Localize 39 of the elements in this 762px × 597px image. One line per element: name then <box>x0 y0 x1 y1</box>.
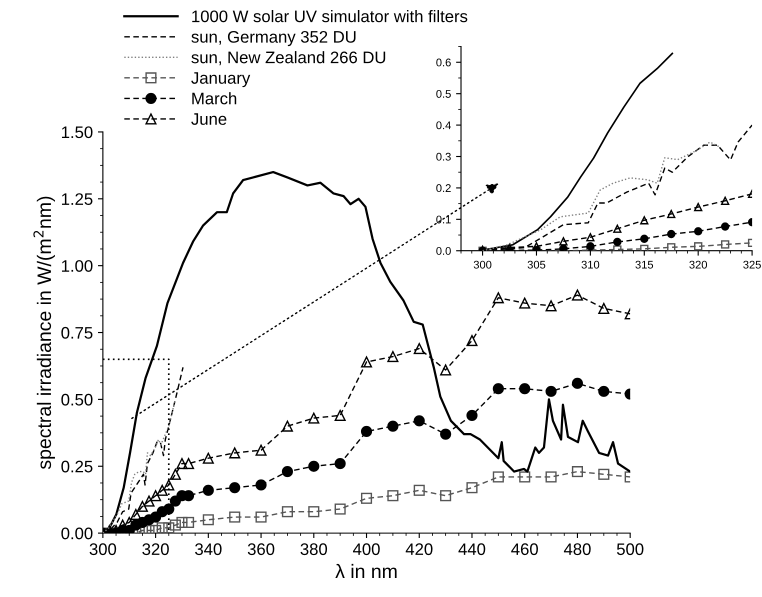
y-tick-label: 0.3 <box>436 152 451 161</box>
y-tick-label: 0.1 <box>436 216 451 224</box>
x-tick-label: 360 <box>248 543 274 556</box>
x-tick-label: 460 <box>511 543 538 556</box>
x-tick-label: 300 <box>90 543 116 556</box>
legend-label: 1000 W solar UV simulator with filters <box>192 10 468 22</box>
y-tick-label: 0.4 <box>436 121 451 130</box>
y-tick-label: 1.25 <box>62 193 92 206</box>
y-tick-label: 1.50 <box>62 126 92 138</box>
x-tick-label: 440 <box>458 543 486 556</box>
y-tick-label: 0.00 <box>61 528 92 540</box>
y-tick-label: 1.00 <box>62 260 92 272</box>
legend-label: January <box>191 72 250 88</box>
x-axis-title: λ in nm <box>335 564 397 578</box>
x-tick-label: 300 <box>474 260 492 269</box>
x-tick-label: 320 <box>689 260 708 269</box>
y-tick-label: 0.50 <box>61 394 92 406</box>
x-tick-label: 480 <box>564 543 591 556</box>
y-tick-label: 0.2 <box>436 184 451 192</box>
legend-label: June <box>191 113 226 125</box>
legend-label: March <box>192 92 236 104</box>
y-axis-title: spectral irradiance in W/(m$^{2}$nm) <box>33 196 55 470</box>
y-tick-label: 0.0 <box>436 247 451 255</box>
x-tick-label: 500 <box>616 543 644 556</box>
y-tick-label: 0.5 <box>436 90 451 98</box>
x-tick-label: 420 <box>406 543 433 556</box>
x-tick-label: 305 <box>528 260 546 269</box>
x-tick-label: 315 <box>635 260 654 269</box>
y-tick-label: 0.6 <box>436 58 451 66</box>
x-tick-label: 310 <box>582 260 600 269</box>
x-tick-label: 380 <box>300 543 328 556</box>
x-tick-label: 400 <box>353 543 380 556</box>
x-tick-label: 325 <box>743 260 761 269</box>
y-tick-label: 0.75 <box>61 326 92 339</box>
y-tick-label: 0.25 <box>61 460 92 472</box>
x-tick-label: 320 <box>142 543 169 556</box>
legend-label: sun, Germany 352 DU <box>191 30 356 46</box>
legend-label: sun, New Zealand 266 DU <box>191 51 386 66</box>
x-tick-label: 340 <box>195 543 222 556</box>
